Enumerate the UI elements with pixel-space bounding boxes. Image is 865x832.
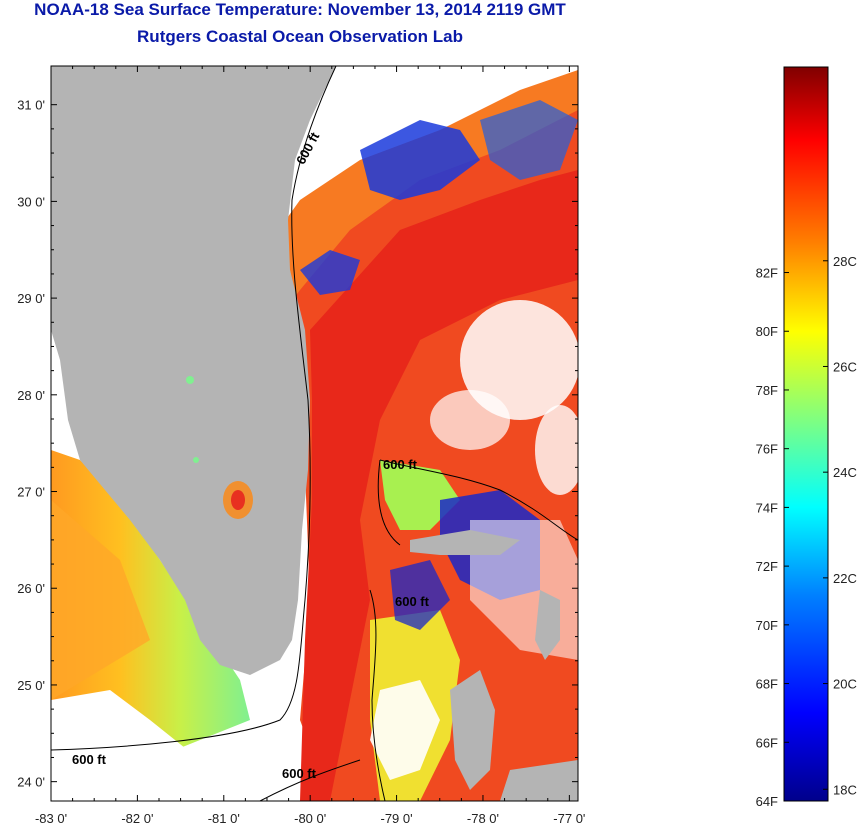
lon-label: -79 0' (381, 811, 413, 826)
colorbar-c-label: 20C (833, 677, 857, 692)
colorbar-f-label: 82F (756, 266, 778, 281)
florida-land (51, 66, 336, 675)
lon-label: -83 0' (35, 811, 67, 826)
isobath-600ft-line (379, 459, 578, 541)
isobath-600ft-line (369, 589, 386, 801)
lat-label: 26 0' (17, 581, 45, 596)
colorbar-celsius-scale: 28C 26C 24C 22C 20C 18C (823, 254, 857, 797)
latitude-axis: 31 0' 30 0' 29 0' 28 0' 27 0' 26 0' 25 0' 24 0' (17, 98, 578, 790)
contour-label: 600 ft (395, 594, 430, 609)
lat-label: 25 0' (17, 678, 45, 693)
colorbar-c-label: 18C (833, 782, 857, 797)
chart-subtitle: Rutgers Coastal Ocean Observation Lab (137, 27, 463, 46)
chart-title: NOAA-18 Sea Surface Temperature: Novembe… (34, 0, 566, 19)
colorbar-f-label: 80F (756, 324, 778, 339)
lat-label: 29 0' (17, 291, 45, 306)
colorbar-c-label: 22C (833, 571, 857, 586)
colorbar-f-label: 74F (756, 500, 778, 515)
gulf-offshore-water (51, 500, 150, 700)
colorbar-f-label: 66F (756, 735, 778, 750)
lat-label: 24 0' (17, 775, 45, 790)
isobath-600ft-line (259, 759, 361, 801)
colorbar-fahrenheit-scale: 82F 80F 78F 76F 74F 72F 70F 68F 66F 64F (756, 266, 789, 809)
sst-field (51, 66, 578, 801)
colorbar-f-label: 76F (756, 442, 778, 457)
contour-label: 600 ft (72, 752, 107, 767)
colorbar-c-label: 28C (833, 254, 857, 269)
andros-land (450, 670, 495, 790)
gulf-shelf-water (51, 450, 250, 760)
contour-label: 600 ft (282, 766, 317, 781)
colorbar-c-label: 24C (833, 465, 857, 480)
cold-water-patch (300, 250, 360, 295)
colorbar-f-label: 64F (756, 794, 778, 809)
cloud-patch (430, 390, 510, 450)
lat-label: 31 0' (17, 98, 45, 113)
map-frame (50, 65, 579, 802)
isobath-600ft-line (377, 459, 401, 546)
lake-okeechobee-core (231, 490, 245, 510)
cold-water-patch (480, 100, 578, 180)
cold-water-patch (360, 120, 480, 200)
gulf-stream-core (300, 170, 578, 801)
lat-label: 28 0' (17, 388, 45, 403)
isobath-600ft-line (51, 66, 337, 751)
colorbar-f-label: 78F (756, 383, 778, 398)
lon-label: -77 0' (553, 811, 585, 826)
longitude-axis: -83 0' -82 0' -81 0' -80 0' -79 0' -78 0' -77 … (35, 66, 585, 826)
cloud-patch (51, 690, 240, 801)
colorbar (783, 66, 829, 802)
colorbar-c-label: 26C (833, 359, 857, 374)
lon-label: -82 0' (121, 811, 153, 826)
contour-label: 600 ft (383, 457, 418, 472)
eleuthera-land (535, 590, 560, 660)
cloud-patch (370, 680, 440, 780)
lon-label: -80 0' (294, 811, 326, 826)
grand-bahama-land (410, 530, 520, 555)
lon-label: -81 0' (208, 811, 240, 826)
colorbar-f-label: 70F (756, 618, 778, 633)
lat-label: 30 0' (17, 194, 45, 209)
cloud-patch (460, 300, 578, 420)
bahama-cold-patch (390, 560, 450, 630)
inland-lake (186, 376, 194, 384)
colorbar-f-label: 68F (756, 677, 778, 692)
cuba-land (500, 760, 578, 801)
cloud-patch (535, 405, 578, 495)
inland-lake (193, 457, 199, 463)
lat-label: 27 0' (17, 485, 45, 500)
lon-label: -78 0' (467, 811, 499, 826)
colorbar-f-label: 72F (756, 559, 778, 574)
